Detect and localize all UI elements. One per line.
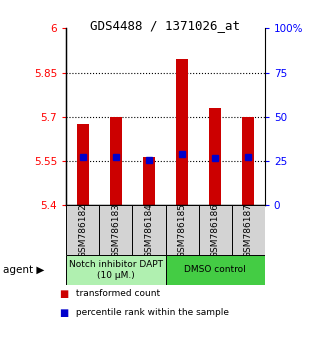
Bar <box>199 205 232 255</box>
Bar <box>66 205 99 255</box>
Bar <box>166 255 265 285</box>
Bar <box>166 205 199 255</box>
Text: GSM786187: GSM786187 <box>244 202 253 258</box>
Text: GSM786184: GSM786184 <box>144 202 154 258</box>
Text: ■: ■ <box>60 308 69 318</box>
Text: GSM786183: GSM786183 <box>111 202 120 258</box>
Bar <box>99 205 132 255</box>
Text: GSM786186: GSM786186 <box>211 202 220 258</box>
Bar <box>110 117 122 205</box>
Bar <box>242 117 254 205</box>
Bar <box>210 108 221 205</box>
Bar <box>77 124 88 205</box>
Text: DMSO control: DMSO control <box>184 266 246 274</box>
Text: GSM786185: GSM786185 <box>177 202 187 258</box>
Bar <box>143 156 155 205</box>
Text: percentile rank within the sample: percentile rank within the sample <box>73 308 229 317</box>
Text: ■: ■ <box>60 289 69 298</box>
Text: transformed count: transformed count <box>73 289 160 297</box>
Bar <box>176 59 188 205</box>
Text: Notch inhibitor DAPT
(10 μM.): Notch inhibitor DAPT (10 μM.) <box>69 260 163 280</box>
Text: GSM786182: GSM786182 <box>78 202 87 258</box>
Bar <box>66 255 166 285</box>
Bar <box>132 205 166 255</box>
Text: agent ▶: agent ▶ <box>3 265 45 275</box>
Text: GDS4488 / 1371026_at: GDS4488 / 1371026_at <box>90 19 241 33</box>
Bar <box>232 205 265 255</box>
